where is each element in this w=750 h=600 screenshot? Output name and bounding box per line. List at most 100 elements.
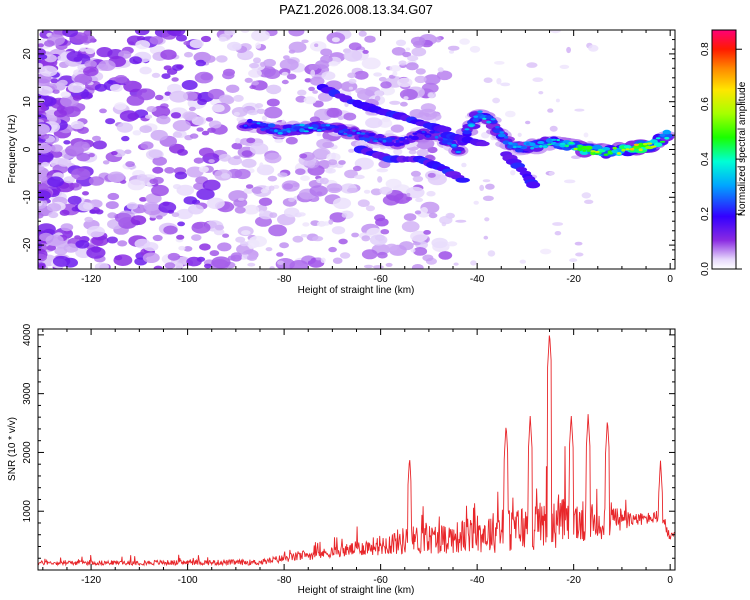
noise-blob: [79, 47, 87, 52]
noise-blob: [392, 71, 398, 77]
noise-blob: [385, 262, 393, 267]
noise-blob: [393, 148, 403, 156]
colorbar-tick-label: 0.0: [700, 262, 711, 276]
signal-blob: [321, 128, 326, 131]
noise-blob: [38, 85, 53, 96]
noise-blob: [332, 197, 352, 209]
noise-blob: [268, 224, 287, 237]
noise-blob: [153, 265, 163, 269]
noise-blob: [441, 221, 447, 227]
noise-blob: [233, 155, 241, 160]
y-tick-label: 3000: [22, 382, 33, 405]
noise-blob: [67, 82, 85, 93]
noise-blob: [132, 130, 142, 136]
noise-blob: [38, 43, 44, 48]
noise-blob: [583, 132, 589, 138]
noise-blob: [126, 202, 138, 210]
noise-blob: [421, 82, 439, 94]
noise-blob: [95, 209, 104, 215]
noise-blob: [385, 243, 398, 252]
noise-blob: [237, 197, 245, 201]
noise-blob: [241, 230, 251, 236]
noise-blob: [339, 252, 351, 259]
signal-blob: [515, 148, 524, 153]
spectrogram-xlabel: Height of straight line (km): [298, 285, 415, 296]
noise-blob: [277, 172, 288, 178]
colorbar-ticks: 0.0 0.2 0.4 0.6 0.8: [700, 42, 742, 276]
noise-blob: [213, 228, 225, 236]
signal-blob: [260, 128, 266, 131]
noise-blob: [552, 222, 564, 226]
noise-blob: [364, 35, 376, 43]
noise-blob: [581, 192, 591, 199]
colorbar-label: Normalized spectral amplitude: [737, 81, 748, 216]
noise-blob: [453, 262, 459, 266]
noise-blob: [436, 70, 453, 81]
noise-blob: [60, 223, 74, 232]
y-tick-label: 10: [22, 96, 33, 108]
noise-blob: [283, 207, 300, 218]
signal-blob: [251, 121, 257, 124]
noise-blob: [264, 68, 281, 79]
signal-blob: [391, 137, 396, 140]
y-tick-label: -10: [22, 190, 33, 205]
noise-blob: [428, 212, 438, 219]
noise-blob: [374, 95, 381, 102]
signal-blob: [526, 181, 541, 189]
noise-blob: [328, 246, 337, 253]
noise-blob: [227, 255, 236, 261]
noise-blob: [139, 66, 152, 75]
signal-blob: [629, 147, 635, 151]
noise-blob: [171, 77, 179, 82]
signal-blob: [421, 130, 426, 133]
x-tick-label: 0: [667, 575, 673, 586]
noise-blob: [92, 140, 107, 150]
signal-blob: [274, 129, 278, 133]
noise-blob: [86, 225, 105, 238]
signal-blob: [329, 125, 335, 129]
noise-blob: [231, 43, 242, 50]
signal-blob: [365, 132, 370, 135]
noise-blob: [377, 176, 383, 183]
noise-blob: [446, 241, 458, 247]
noise-blob: [398, 60, 407, 66]
noise-blob: [415, 68, 426, 75]
noise-blob: [375, 217, 389, 227]
signal-blob: [352, 129, 356, 132]
noise-blob: [85, 47, 96, 55]
noise-blob: [358, 30, 367, 37]
signal-blob: [243, 124, 248, 127]
noise-blob: [117, 240, 128, 247]
noise-blob: [281, 79, 289, 85]
signal-blob: [664, 136, 670, 140]
noise-blob: [52, 89, 60, 94]
noise-blob: [410, 170, 421, 177]
noise-blob: [266, 84, 282, 95]
noise-blob: [163, 225, 178, 235]
noise-blob: [163, 65, 172, 71]
noise-blob: [211, 104, 225, 113]
signal-blob: [607, 152, 613, 155]
noise-blob: [268, 185, 275, 191]
snr-panel: -120 -100 -80 -60 -40 -20 0 1000 2000 3000 4000 He…: [7, 323, 676, 596]
noise-blob: [204, 263, 212, 269]
signal-blob: [312, 127, 318, 130]
noise-blob: [264, 152, 282, 164]
signal-blob: [497, 133, 506, 138]
noise-blob: [538, 91, 544, 95]
noise-blob: [423, 74, 441, 85]
noise-blob: [94, 83, 108, 92]
noise-blob: [485, 183, 495, 190]
noise-blob: [59, 209, 70, 216]
noise-blob: [233, 94, 244, 102]
noise-blob: [253, 57, 261, 64]
signal-blob: [612, 146, 617, 150]
x-tick-label: -60: [373, 274, 388, 285]
noise-blob: [38, 98, 45, 103]
x-tick-label: -40: [470, 274, 485, 285]
noise-blob: [381, 116, 391, 123]
noise-blob: [282, 183, 294, 190]
noise-blob: [348, 86, 353, 90]
signal-blob: [425, 135, 431, 138]
noise-blob: [369, 234, 388, 246]
